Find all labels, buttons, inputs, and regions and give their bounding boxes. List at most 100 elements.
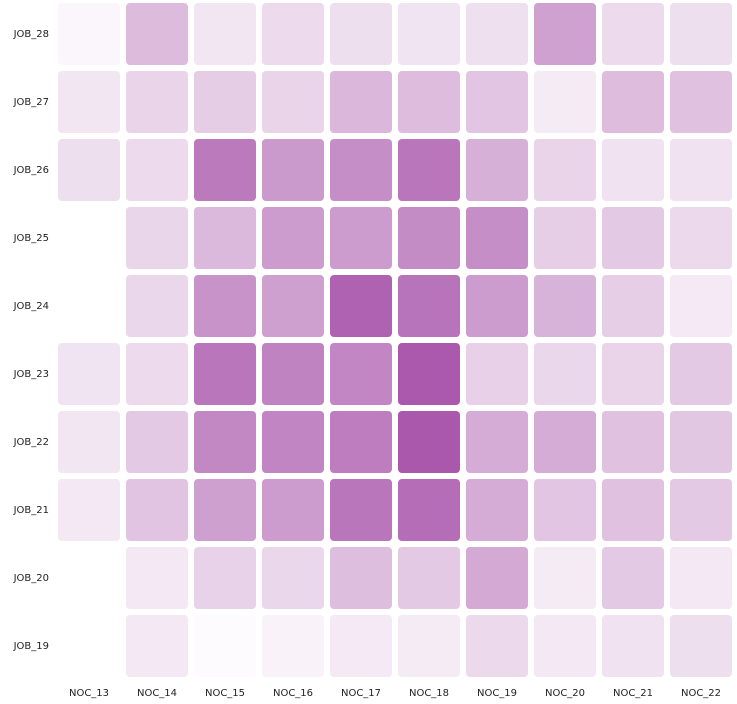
heatmap-cell-job_21-noc_19 [466,479,528,541]
heatmap-cell-job_27-noc_22 [670,71,732,133]
heatmap-cell-job_25-noc_14 [126,207,188,269]
heatmap-cell-job_21-noc_17 [330,479,392,541]
heatmap-cell-job_19-noc_18 [398,615,460,677]
heatmap-cell-job_28-noc_20 [534,3,596,65]
heatmap-cell-job_25-noc_20 [534,207,596,269]
heatmap-cell-job_20-noc_22 [670,547,732,609]
heatmap-cell-job_22-noc_22 [670,411,732,473]
heatmap-cell-job_25-noc_18 [398,207,460,269]
x-tick-label: NOC_20 [545,688,585,699]
heatmap-cell-job_26-noc_16 [262,139,324,201]
heatmap-cell-job_20-noc_16 [262,547,324,609]
heatmap-cell-job_27-noc_15 [194,71,256,133]
heatmap-cell-job_26-noc_18 [398,139,460,201]
y-tick-label: JOB_27 [13,97,49,108]
heatmap-cell-job_25-noc_15 [194,207,256,269]
heatmap-cell-job_19-noc_14 [126,615,188,677]
heatmap-cell-job_21-noc_21 [602,479,664,541]
heatmap-cell-job_21-noc_16 [262,479,324,541]
heatmap-cell-job_21-noc_15 [194,479,256,541]
heatmap-cell-job_21-noc_20 [534,479,596,541]
heatmap-cell-job_26-noc_15 [194,139,256,201]
y-tick-label: JOB_23 [13,369,49,380]
heatmap-cell-job_28-noc_17 [330,3,392,65]
heatmap-cell-job_28-noc_13 [58,3,120,65]
heatmap-cell-job_28-noc_15 [194,3,256,65]
heatmap-cell-job_24-noc_21 [602,275,664,337]
heatmap-cell-job_28-noc_18 [398,3,460,65]
heatmap-cell-job_23-noc_13 [58,343,120,405]
heatmap-cell-job_27-noc_20 [534,71,596,133]
heatmap-cell-job_22-noc_13 [58,411,120,473]
heatmap-cell-job_27-noc_16 [262,71,324,133]
heatmap-cell-job_20-noc_17 [330,547,392,609]
heatmap-cell-job_24-noc_19 [466,275,528,337]
heatmap-cell-job_21-noc_14 [126,479,188,541]
heatmap-cell-job_22-noc_21 [602,411,664,473]
heatmap-cell-job_25-noc_16 [262,207,324,269]
heatmap-cell-job_24-noc_18 [398,275,460,337]
heatmap-cell-job_23-noc_14 [126,343,188,405]
heatmap-cell-job_24-noc_20 [534,275,596,337]
heatmap-cell-job_22-noc_14 [126,411,188,473]
heatmap-cell-job_21-noc_13 [58,479,120,541]
heatmap-cell-job_19-noc_16 [262,615,324,677]
heatmap-cell-job_26-noc_14 [126,139,188,201]
heatmap-cell-job_19-noc_22 [670,615,732,677]
heatmap-cell-job_20-noc_18 [398,547,460,609]
y-tick-label: JOB_28 [13,29,49,40]
heatmap-cell-job_23-noc_19 [466,343,528,405]
y-tick-label: JOB_26 [13,165,49,176]
y-tick-label: JOB_20 [13,573,49,584]
y-tick-label: JOB_22 [13,437,49,448]
heatmap-cell-job_27-noc_14 [126,71,188,133]
heatmap-cell-job_20-noc_21 [602,547,664,609]
x-tick-label: NOC_17 [341,688,381,699]
heatmap-cell-job_28-noc_16 [262,3,324,65]
heatmap-cell-job_23-noc_17 [330,343,392,405]
heatmap-cell-job_25-noc_17 [330,207,392,269]
y-tick-label: JOB_24 [13,301,49,312]
heatmap-cell-job_27-noc_21 [602,71,664,133]
heatmap-cell-job_28-noc_21 [602,3,664,65]
x-tick-label: NOC_16 [273,688,313,699]
heatmap-cell-job_27-noc_18 [398,71,460,133]
heatmap-cell-job_22-noc_17 [330,411,392,473]
heatmap-cell-job_19-noc_17 [330,615,392,677]
heatmap-cell-job_22-noc_18 [398,411,460,473]
heatmap-cell-job_22-noc_19 [466,411,528,473]
y-tick-label: JOB_21 [13,505,49,516]
heatmap-cell-job_26-noc_20 [534,139,596,201]
heatmap-cell-job_25-noc_19 [466,207,528,269]
heatmap-cell-job_20-noc_20 [534,547,596,609]
x-tick-label: NOC_22 [681,688,721,699]
heatmap-cell-job_21-noc_18 [398,479,460,541]
heatmap-cell-job_19-noc_21 [602,615,664,677]
x-tick-label: NOC_19 [477,688,517,699]
x-tick-label: NOC_15 [205,688,245,699]
x-tick-label: NOC_21 [613,688,653,699]
heatmap-cell-job_22-noc_15 [194,411,256,473]
heatmap-cell-job_24-noc_15 [194,275,256,337]
heatmap-cell-job_19-noc_19 [466,615,528,677]
y-tick-label: JOB_25 [13,233,49,244]
heatmap-cell-job_24-noc_22 [670,275,732,337]
heatmap-cell-job_26-noc_17 [330,139,392,201]
heatmap-cell-job_25-noc_22 [670,207,732,269]
heatmap-cell-job_22-noc_16 [262,411,324,473]
heatmap-cell-job_25-noc_21 [602,207,664,269]
heatmap-cell-job_28-noc_22 [670,3,732,65]
heatmap-cell-job_24-noc_14 [126,275,188,337]
heatmap-cell-job_26-noc_22 [670,139,732,201]
heatmap-cell-job_26-noc_21 [602,139,664,201]
heatmap-cell-job_23-noc_20 [534,343,596,405]
heatmap-cell-job_23-noc_22 [670,343,732,405]
x-tick-label: NOC_18 [409,688,449,699]
heatmap-cell-job_27-noc_13 [58,71,120,133]
heatmap-cell-job_28-noc_14 [126,3,188,65]
heatmap-cell-job_26-noc_13 [58,139,120,201]
heatmap-cell-job_19-noc_20 [534,615,596,677]
y-tick-label: JOB_19 [13,641,49,652]
heatmap-cell-job_19-noc_15 [194,615,256,677]
